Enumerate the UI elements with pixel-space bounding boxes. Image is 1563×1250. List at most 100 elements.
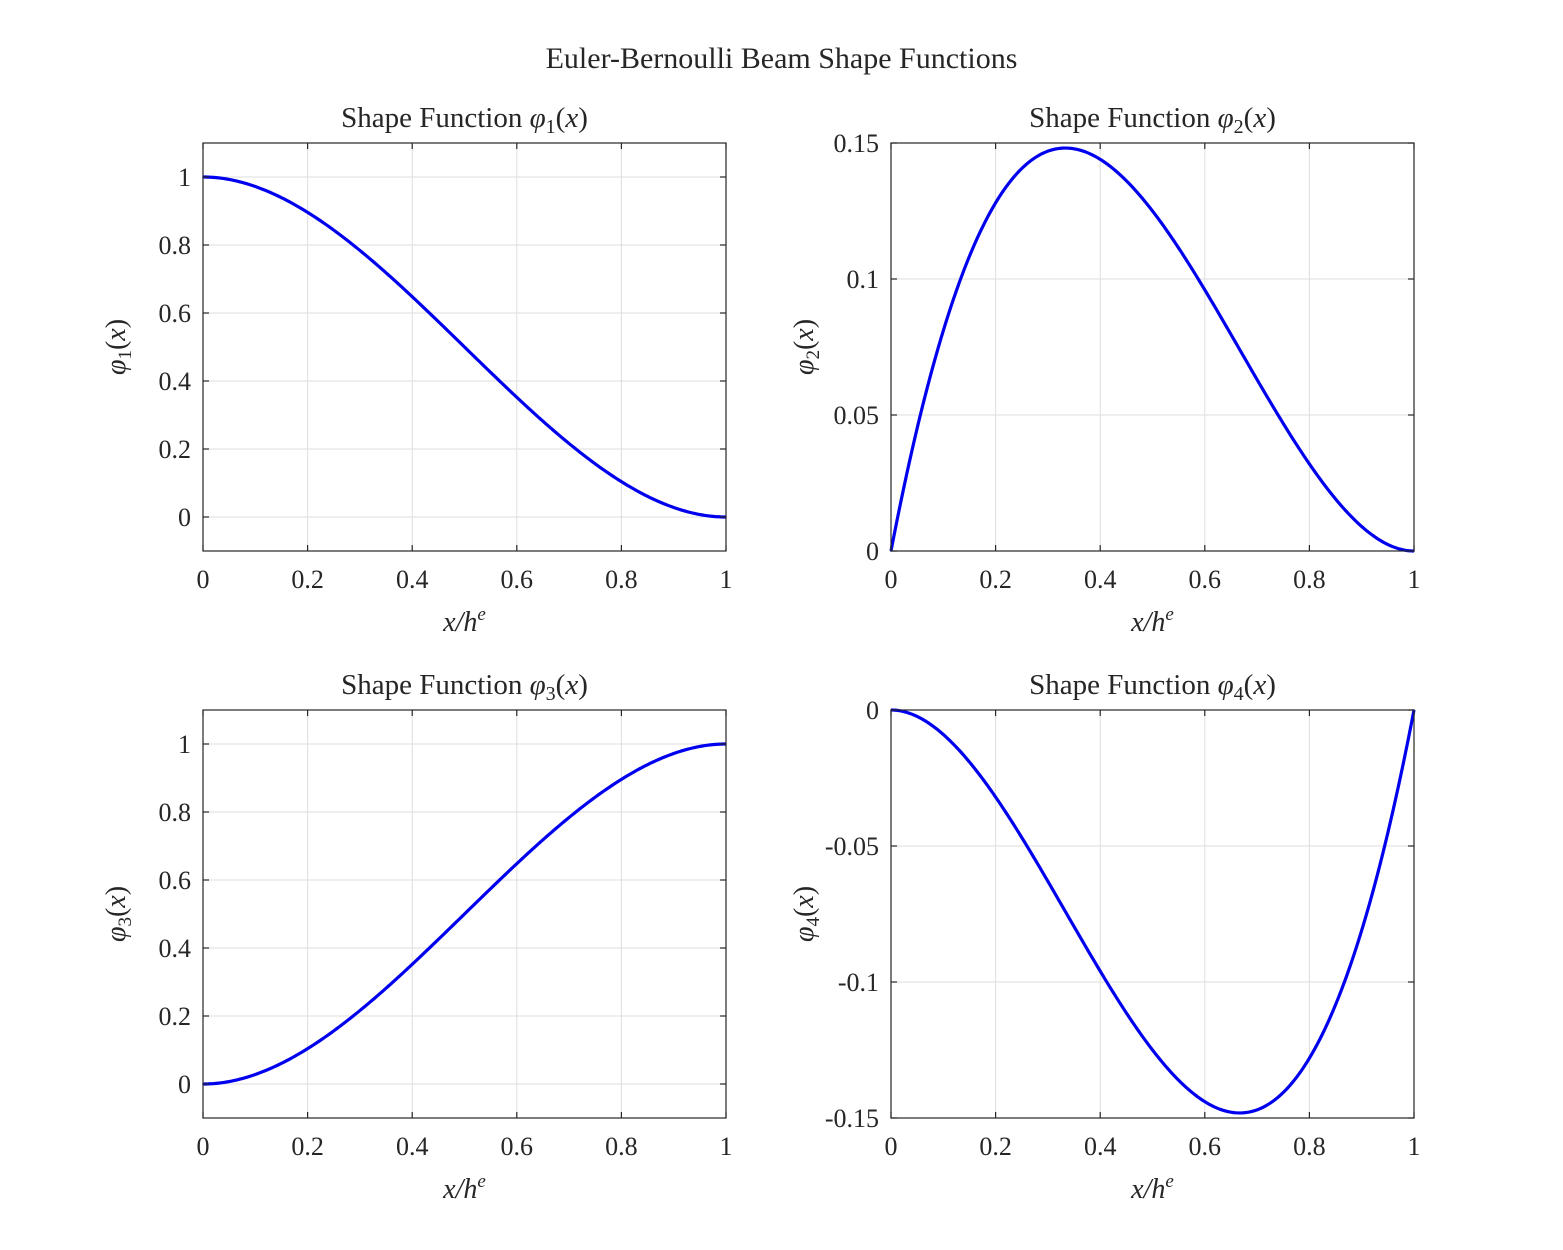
data-point bbox=[411, 295, 414, 298]
data-point bbox=[1073, 925, 1075, 928]
y-tick-label: 0 bbox=[178, 503, 191, 532]
data-point bbox=[332, 1030, 335, 1032]
subplot-title: Shape Function φ1(x) bbox=[341, 102, 588, 138]
data-point bbox=[306, 211, 309, 214]
data-point bbox=[359, 1009, 361, 1012]
plot-area bbox=[891, 710, 1414, 1118]
data-point bbox=[411, 963, 414, 966]
data-point bbox=[968, 255, 971, 258]
data-point bbox=[280, 1062, 283, 1065]
x-tick-label: 0.6 bbox=[501, 565, 534, 594]
data-point bbox=[699, 745, 701, 748]
subplot-4: 0 0.2 0.4 0.6 0.8 1 -0.15 -0.1 -0.05 0 Shape Funct… bbox=[789, 669, 1421, 1205]
data-point bbox=[332, 229, 335, 231]
x-tick-label: 0.4 bbox=[1084, 565, 1117, 594]
data-point bbox=[1256, 1109, 1258, 1111]
x-tick-label: 0.2 bbox=[291, 565, 324, 594]
data-point bbox=[1282, 1091, 1285, 1094]
x-axis-label: x/he bbox=[1130, 1171, 1174, 1205]
y-tick-label: 0 bbox=[866, 537, 879, 566]
x-tick-label: 0.2 bbox=[291, 1132, 324, 1161]
data-point bbox=[1099, 158, 1101, 161]
data-point bbox=[385, 987, 387, 990]
data-point bbox=[1047, 880, 1049, 883]
y-tick-label: 0 bbox=[178, 1070, 191, 1099]
y-tick-label: -0.15 bbox=[825, 1104, 879, 1133]
data-point bbox=[1230, 1111, 1232, 1114]
subplot-1: 0 0.2 0.4 0.6 0.8 1 0 0.2 0.4 0.6 0.8 1 Shape Functi… bbox=[101, 102, 733, 638]
data-point bbox=[646, 763, 649, 766]
data-point bbox=[437, 938, 440, 941]
subplot-title: Shape Function φ4(x) bbox=[1029, 669, 1276, 705]
data-point bbox=[280, 196, 283, 199]
y-tick-label: 0.2 bbox=[159, 1002, 192, 1031]
y-tick-label: 1 bbox=[178, 730, 191, 759]
axes-box bbox=[202, 142, 727, 552]
data-point bbox=[994, 796, 997, 798]
data-point bbox=[1230, 333, 1232, 336]
x-tick-label: 0.4 bbox=[396, 565, 429, 594]
y-tick-label: 0.1 bbox=[847, 265, 880, 294]
data-point bbox=[1177, 247, 1180, 249]
x-tick-label: 0.6 bbox=[501, 1132, 534, 1161]
x-tick-label: 0 bbox=[885, 565, 898, 594]
data-point bbox=[254, 185, 257, 188]
data-point bbox=[646, 495, 649, 498]
data-point bbox=[385, 271, 387, 274]
subplot-title: Shape Function φ3(x) bbox=[341, 669, 588, 705]
data-point bbox=[1282, 422, 1285, 425]
y-tick-label: 0.6 bbox=[159, 299, 192, 328]
x-tick-label: 1 bbox=[1408, 565, 1421, 594]
data-point bbox=[916, 715, 918, 718]
data-points bbox=[890, 709, 1415, 1114]
data-point bbox=[228, 178, 230, 181]
data-point bbox=[1125, 179, 1128, 182]
subplot-3: 0 0.2 0.4 0.6 0.8 1 0 0.2 0.4 0.6 0.8 1 Shape Functi… bbox=[101, 669, 733, 1205]
y-tick-label: 1 bbox=[178, 163, 191, 192]
x-tick-label: 0 bbox=[197, 565, 210, 594]
y-axis-label: φ2(x) bbox=[789, 319, 824, 375]
data-point bbox=[994, 202, 997, 204]
data-points bbox=[202, 176, 727, 518]
data-point bbox=[463, 346, 466, 348]
data-point bbox=[594, 796, 597, 798]
data-point bbox=[568, 442, 570, 445]
y-axis-label: φ4(x) bbox=[789, 886, 824, 942]
data-point bbox=[1360, 929, 1363, 932]
data-point bbox=[542, 838, 544, 841]
data-point bbox=[1204, 1100, 1206, 1103]
y-tick-label: 0.15 bbox=[834, 129, 880, 158]
data-point bbox=[463, 913, 466, 915]
x-tick-label: 0.4 bbox=[396, 1132, 429, 1161]
y-tick-label: 0.4 bbox=[159, 934, 192, 963]
data-point bbox=[1308, 1057, 1311, 1059]
x-tick-label: 0.8 bbox=[1293, 565, 1326, 594]
y-tick-label: 0.8 bbox=[159, 231, 192, 260]
data-point bbox=[1387, 831, 1389, 834]
data-point bbox=[968, 761, 971, 763]
x-tick-label: 1 bbox=[1408, 1132, 1421, 1161]
x-tick-label: 0.8 bbox=[605, 565, 638, 594]
data-point bbox=[672, 506, 675, 509]
data-point bbox=[1151, 1049, 1154, 1051]
y-axis-label: φ1(x) bbox=[101, 319, 136, 375]
data-point bbox=[1204, 289, 1206, 291]
x-tick-label: 0.6 bbox=[1189, 565, 1222, 594]
data-point bbox=[489, 371, 492, 374]
plot-area bbox=[891, 143, 1414, 551]
data-point bbox=[516, 862, 518, 865]
data-point bbox=[620, 480, 623, 483]
data-point bbox=[306, 1047, 309, 1050]
data-point bbox=[1099, 970, 1101, 972]
data-point bbox=[594, 463, 597, 465]
data-point bbox=[942, 733, 945, 736]
x-tick-label: 1 bbox=[720, 1132, 733, 1161]
x-tick-label: 0.6 bbox=[1189, 1132, 1222, 1161]
data-point bbox=[1256, 378, 1258, 381]
axes-box bbox=[890, 142, 1415, 552]
x-tick-label: 0.2 bbox=[979, 1132, 1012, 1161]
y-tick-label: -0.1 bbox=[838, 968, 879, 997]
y-tick-label: 0.6 bbox=[159, 866, 192, 895]
data-point bbox=[489, 887, 492, 890]
